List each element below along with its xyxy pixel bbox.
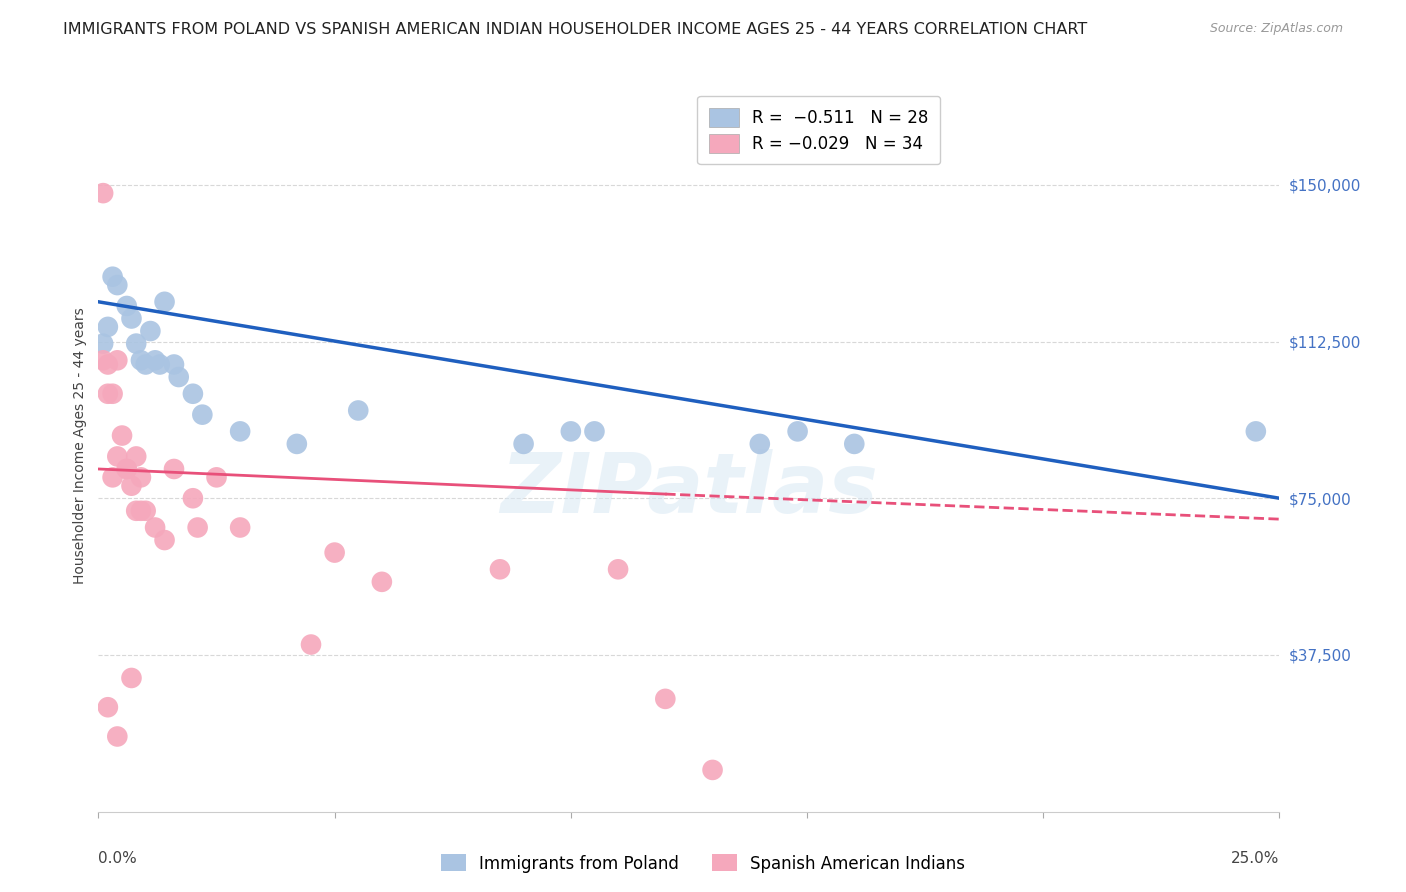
Point [91,353,114,368]
Point [115,299,138,313]
Point [654,691,676,706]
Point [512,437,534,451]
Point [97,358,120,372]
Point [105,730,128,744]
Point [191,408,214,422]
Point [101,470,124,484]
Point [125,450,148,464]
Point [748,437,770,451]
Text: 25.0%: 25.0% [1232,851,1279,865]
Text: IMMIGRANTS FROM POLAND VS SPANISH AMERICAN INDIAN HOUSEHOLDER INCOME AGES 25 - 4: IMMIGRANTS FROM POLAND VS SPANISH AMERIC… [63,22,1087,37]
Point [489,562,512,576]
Legend: Immigrants from Poland, Spanish American Indians: Immigrants from Poland, Spanish American… [434,847,972,880]
Point [143,520,166,534]
Point [229,520,252,534]
Point [163,358,186,372]
Point [205,470,228,484]
Point [97,700,120,714]
Point [135,504,157,518]
Point [323,545,346,559]
Y-axis label: Householder Income Ages 25 - 44 years: Householder Income Ages 25 - 44 years [73,308,87,584]
Point [583,425,606,439]
Text: ZIPatlas: ZIPatlas [501,450,877,531]
Point [111,428,134,442]
Point [347,403,370,417]
Point [121,671,143,685]
Point [105,278,128,293]
Point [702,763,724,777]
Point [121,311,143,326]
Point [129,504,152,518]
Point [125,504,148,518]
Point [167,370,190,384]
Point [129,470,152,484]
Point [101,386,124,401]
Point [163,462,186,476]
Point [91,186,114,201]
Text: Source: ZipAtlas.com: Source: ZipAtlas.com [1209,22,1343,36]
Point [135,358,157,372]
Point [229,425,252,439]
Point [285,437,308,451]
Point [153,533,176,547]
Legend: R =  −0.511   N = 28, R = −0.029   N = 34: R = −0.511 N = 28, R = −0.029 N = 34 [697,96,941,164]
Point [844,437,866,451]
Point [1244,425,1267,439]
Point [607,562,630,576]
Point [786,425,808,439]
Point [115,462,138,476]
Point [371,574,394,589]
Point [560,425,582,439]
Point [105,353,128,368]
Point [97,386,120,401]
Point [139,324,162,338]
Point [181,386,204,401]
Point [121,479,143,493]
Point [91,336,114,351]
Point [181,491,204,506]
Point [143,353,166,368]
Point [105,450,128,464]
Point [97,319,120,334]
Point [115,462,138,476]
Point [299,638,322,652]
Text: 0.0%: 0.0% [98,851,138,865]
Point [125,336,148,351]
Point [187,520,209,534]
Point [101,269,124,284]
Point [129,353,152,368]
Point [149,358,172,372]
Point [153,294,176,309]
